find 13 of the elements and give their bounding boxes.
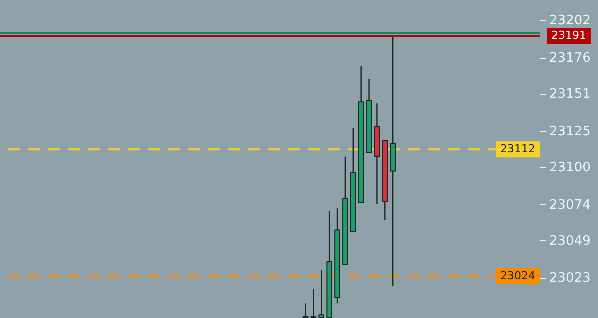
y-tick-label: 23100 bbox=[550, 160, 591, 176]
y-tick-label: 23202 bbox=[550, 14, 591, 29]
y-tick-label: 23151 bbox=[550, 87, 591, 102]
y-tick-label: 23176 bbox=[550, 51, 591, 66]
ref-line-label: 23191 bbox=[552, 28, 586, 42]
ref-line-label: 23112 bbox=[500, 142, 536, 156]
ref-line-label: 23024 bbox=[500, 269, 536, 282]
y-tick-label: 23074 bbox=[550, 198, 591, 213]
y-tick-label: 23023 bbox=[550, 271, 591, 286]
candlestick bbox=[374, 103, 380, 205]
y-tick-label: 23125 bbox=[550, 124, 591, 140]
y-tick-label: 23049 bbox=[550, 234, 591, 249]
candlestick bbox=[390, 36, 396, 287]
